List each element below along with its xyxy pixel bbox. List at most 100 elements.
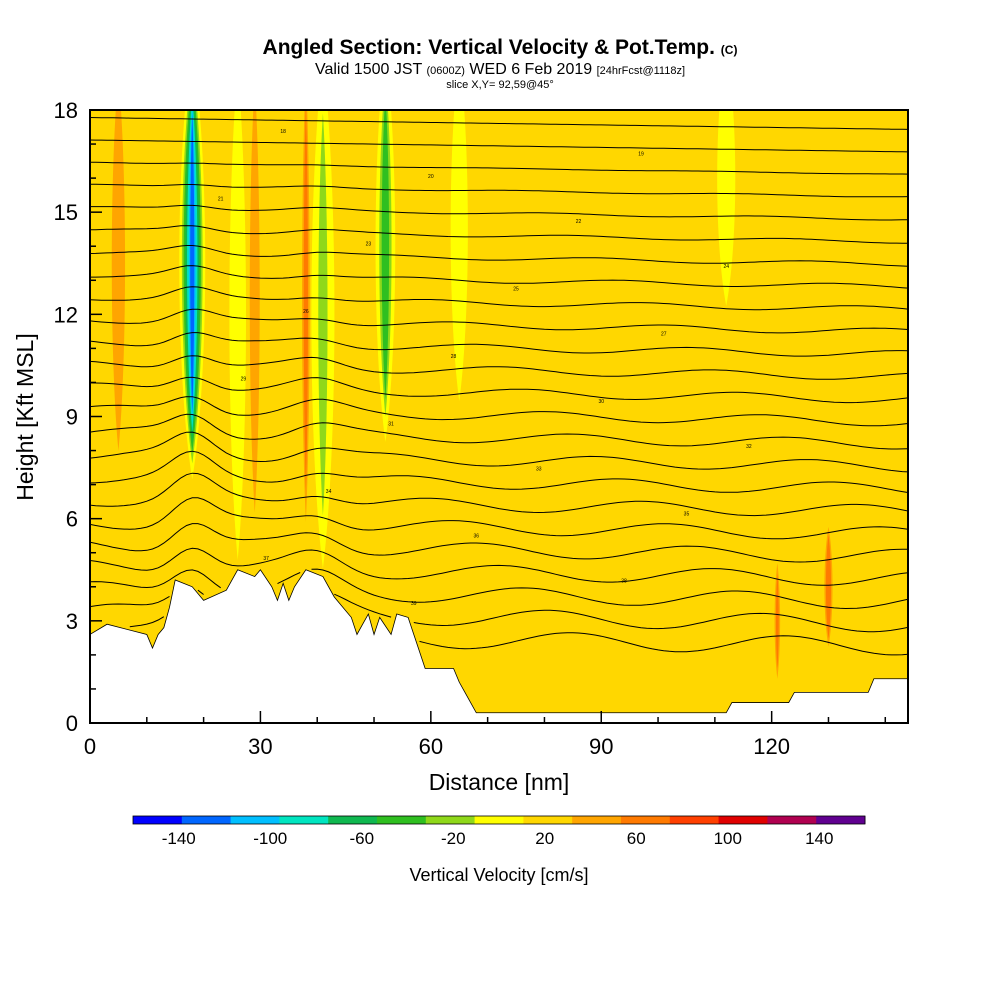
colorbar-band-8	[523, 816, 573, 824]
valid-utc: (0600Z)	[426, 65, 465, 77]
theta-contour-15	[90, 286, 908, 311]
colorbar-band-1	[181, 816, 232, 824]
valid-date: WED 6 Feb 2019	[469, 61, 593, 78]
colorbar-band-7	[474, 816, 524, 824]
velocity-feature-5-level-1	[719, 110, 734, 298]
theta-contour-label-11: 29	[241, 376, 247, 382]
theta-contour-7	[90, 450, 908, 493]
colorbar-tick-label--140: -140	[162, 829, 196, 848]
x-tick-label-90: 90	[589, 734, 613, 759]
terrain-mask	[90, 569, 908, 723]
slice-info: slice X,Y= 92,59@45°	[446, 79, 554, 91]
theta-contour-label-1: 39	[411, 601, 417, 607]
colorbar-band-0	[133, 816, 183, 824]
theta-contour-label-5: 35	[684, 511, 690, 517]
y-tick-label-0: 0	[66, 711, 78, 736]
theta-contour-label-10: 30	[598, 399, 604, 405]
colorbar-band-12	[718, 816, 768, 824]
theta-contour-label-14: 26	[303, 309, 309, 315]
y-tick-label-12: 12	[54, 302, 78, 327]
colorbar: -140 -100 -60 -20 20 60 100 140	[132, 815, 866, 848]
y-tick-label-3: 3	[66, 609, 78, 634]
x-tick-label-0: 0	[84, 734, 96, 759]
valid-time: Valid 1500 JST	[314, 61, 422, 78]
velocity-feature-9-level-1	[825, 535, 832, 639]
x-tick-label-60: 60	[419, 734, 443, 759]
chart-title-unit: (C)	[720, 43, 738, 57]
colorbar-frame	[132, 815, 866, 825]
colorbar-band-9	[572, 816, 622, 824]
theta-contour-label-22: 18	[280, 129, 286, 135]
velocity-features	[111, 110, 833, 679]
theta-contour-label-3: 37	[263, 556, 269, 562]
colorbar-tick-label-100: 100	[714, 829, 742, 848]
forecast-info: [24hrFcst@1118z]	[596, 65, 686, 77]
plot-area: 4039383736353433323130292827262524232221…	[90, 107, 908, 723]
colorbar-tick-label-20: 20	[535, 829, 554, 848]
theta-contour-label-6: 34	[326, 489, 332, 495]
theta-contour-18	[90, 225, 908, 244]
colorbar-tick-label--20: -20	[441, 829, 466, 848]
theta-contour-12	[90, 355, 908, 380]
theta-contour-2	[90, 568, 908, 610]
colorbar-band-4	[328, 816, 378, 824]
theta-contour-label-23: 17	[491, 107, 497, 113]
colorbar-tick-label--60: -60	[349, 829, 374, 848]
theta-contour-14	[90, 308, 908, 334]
theta-contour-0	[129, 616, 908, 656]
title-block: Angled Section: Vertical Velocity & Pot.…	[0, 36, 1000, 91]
theta-contour-11	[90, 376, 908, 404]
colorbar-band-13	[767, 816, 817, 824]
colorbar-band-5	[377, 816, 427, 824]
colorbar-tick-label-60: 60	[627, 829, 646, 848]
y-tick-label-9: 9	[66, 405, 78, 430]
y-tick-label-15: 15	[54, 200, 78, 225]
x-tick-label-30: 30	[248, 734, 272, 759]
theta-contour-label-9: 31	[388, 421, 394, 427]
theta-contour-label-15: 25	[513, 286, 519, 292]
theta-contour-label-8: 32	[746, 444, 752, 450]
theta-contour-20	[90, 183, 908, 198]
colorbar-label: Vertical Velocity [cm/s]	[409, 865, 588, 885]
chart-title: Angled Section: Vertical Velocity & Pot.…	[0, 36, 1000, 62]
theta-contour-9	[90, 413, 908, 450]
theta-contour-label-18: 22	[576, 219, 582, 225]
velocity-feature-8-level-1	[303, 110, 308, 492]
theta-contour-22	[90, 139, 908, 153]
colorbar-band-11	[669, 816, 720, 824]
theta-contour-label-21: 19	[638, 152, 644, 158]
colorbar-band-3	[279, 816, 329, 824]
theta-contour-6	[90, 472, 908, 517]
velocity-feature-0-level-7	[190, 113, 195, 413]
theta-contours: 4039383736353433323130292827262524232221…	[90, 107, 908, 656]
theta-contour-21	[90, 161, 908, 175]
x-tick-label-120: 120	[753, 734, 790, 759]
theta-contour-label-20: 20	[428, 174, 434, 180]
y-tick-label-18: 18	[54, 98, 78, 123]
velocity-feature-10-level-1	[775, 573, 779, 669]
theta-contour-17	[90, 245, 908, 267]
colorbar-band-6	[425, 816, 476, 824]
x-axis: 0 30 60 90 120	[84, 711, 887, 759]
velocity-feature-1-level-1	[232, 110, 244, 534]
theta-contour-8	[90, 431, 908, 473]
theta-contour-label-7: 33	[536, 466, 542, 472]
theta-contour-13	[90, 332, 908, 357]
theta-contour-label-13: 27	[661, 331, 667, 337]
y-axis: 0 3 6 9 12 15 18	[54, 98, 102, 736]
x-axis-label: Distance [nm]	[429, 769, 570, 795]
theta-contour-16	[90, 265, 908, 289]
theta-contour-label-16: 24	[723, 264, 729, 270]
theta-contour-label-12: 28	[451, 354, 457, 360]
y-axis-label: Height [Kft MSL]	[12, 333, 38, 500]
theta-contour-label-19: 21	[218, 197, 224, 203]
theta-contour-4	[90, 523, 908, 563]
chart-subtitle: Valid 1500 JST (0600Z) WED 6 Feb 2019 [2…	[0, 62, 1000, 79]
colorbar-band-14	[816, 816, 866, 824]
theta-contour-23	[90, 117, 908, 130]
colorbar-tick-label--100: -100	[253, 829, 287, 848]
theta-contour-5	[90, 497, 908, 540]
theta-contour-19	[90, 204, 908, 221]
theta-contour-10	[90, 396, 908, 427]
